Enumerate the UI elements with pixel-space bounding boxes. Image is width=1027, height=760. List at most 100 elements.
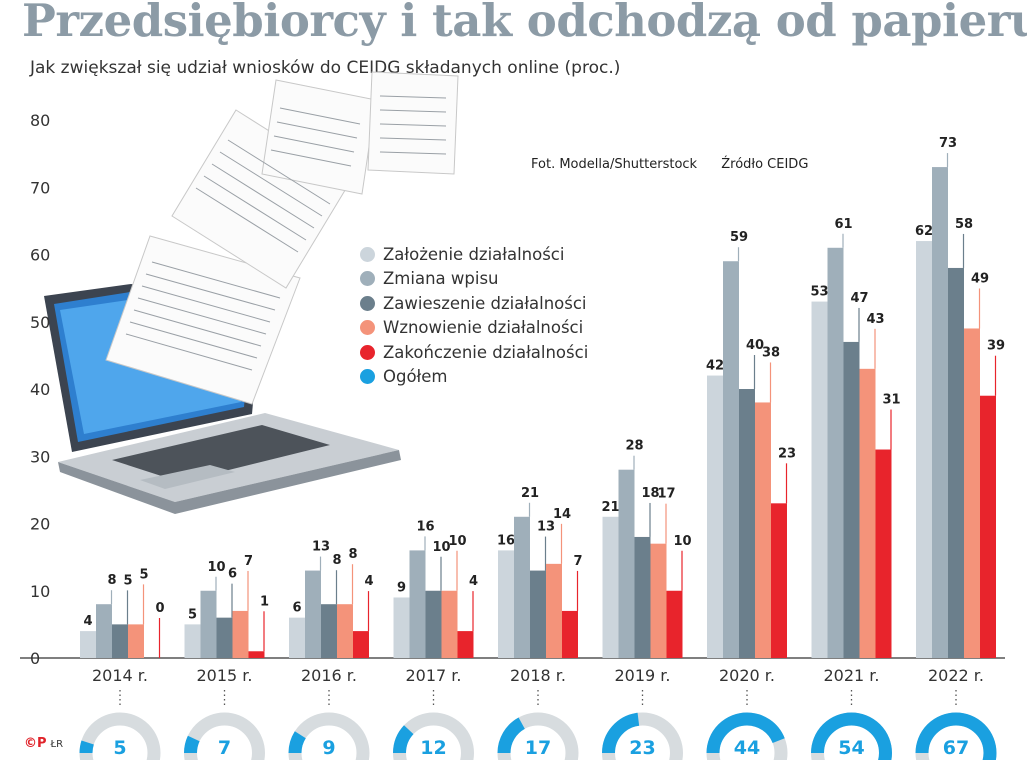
donut-arc	[706, 712, 788, 760]
legend-swatch	[360, 246, 375, 262]
bar	[650, 543, 667, 658]
y-tick-label: 50	[30, 313, 50, 332]
bar	[875, 449, 892, 658]
publisher-logo: ©P ŁR	[24, 736, 63, 751]
bar-value-label: 8	[348, 547, 357, 562]
donut-value-label: 67	[943, 737, 969, 759]
bar-value-label: 62	[915, 224, 933, 239]
bar-value-label: 58	[955, 217, 973, 232]
bar	[666, 590, 683, 658]
x-tick-label: 2021 r.	[824, 666, 880, 685]
bar-value-label: 4	[469, 574, 478, 589]
y-tick-label: 20	[30, 515, 50, 534]
donut-arc	[393, 712, 474, 760]
legend-item-zakonczenie: Zakończenie działalności	[360, 340, 588, 365]
bar-value-label: 53	[810, 285, 828, 300]
bar-value-label: 40	[746, 338, 764, 353]
bar-value-label: 9	[397, 580, 406, 595]
legend-item-wznowienie: Wznowienie działalności	[360, 316, 588, 341]
y-tick-label: 70	[30, 178, 50, 197]
y-tick-label: 10	[30, 582, 50, 601]
bar-value-label: 5	[139, 567, 148, 582]
bar-value-label: 61	[834, 217, 852, 232]
legend-label: Zawieszenie działalności	[383, 293, 587, 313]
ogolem-donuts: 5 7 9 12 17 23 44 54 67	[79, 712, 997, 760]
bar	[948, 267, 964, 658]
donut-value-label: 23	[629, 737, 655, 759]
donut-value-label: 17	[525, 737, 551, 759]
bar-value-label: 4	[364, 574, 373, 589]
bar	[248, 651, 265, 658]
bar-value-label: 39	[987, 339, 1005, 354]
donut-value-label: 9	[322, 737, 335, 759]
bar-value-label: 10	[207, 560, 225, 575]
x-tick-label: 2018 r.	[510, 666, 566, 685]
bar	[723, 261, 739, 658]
bar-value-label: 8	[332, 553, 341, 568]
bar-value-label: 28	[625, 439, 643, 454]
donut-arc	[184, 712, 265, 760]
bar-value-label: 16	[416, 519, 434, 534]
bar	[498, 550, 514, 658]
bar	[739, 389, 755, 658]
donut-value-label: 5	[113, 737, 126, 759]
bar-value-label: 6	[228, 567, 237, 582]
bar-value-label: 5	[123, 573, 132, 588]
legend-label: Zmiana wpisu	[383, 269, 499, 289]
bar-value-label: 17	[657, 487, 675, 502]
bar	[618, 469, 635, 658]
x-tick-label: 2019 r.	[615, 666, 671, 685]
donut-arc	[79, 712, 161, 760]
bar	[707, 375, 723, 658]
legend-item-zalozenie: Założenie działalności	[360, 242, 588, 267]
logo-mark: ©P	[24, 736, 47, 751]
credits: Fot. Modella/Shutterstock Źródło CEIDG	[531, 157, 808, 172]
y-tick-label: 30	[30, 447, 50, 466]
bar-value-label: 10	[448, 534, 466, 549]
bar	[811, 301, 828, 658]
y-tick-label: 80	[30, 111, 50, 130]
legend-swatch	[360, 344, 375, 360]
chart-subtitle: Jak zwiększał się udział wniosków do CEI…	[30, 58, 621, 78]
legend-item-zawieszenie: Zawieszenie działalności	[360, 291, 588, 316]
bar	[602, 516, 619, 658]
bar-value-label: 49	[971, 271, 989, 286]
bar	[562, 610, 578, 658]
donut-value-label: 54	[838, 737, 864, 759]
donut-arc	[811, 712, 892, 760]
bar-value-label: 73	[939, 136, 957, 151]
bar-value-label: 7	[573, 554, 582, 569]
legend-label: Wznowienie działalności	[383, 318, 584, 338]
bar	[546, 563, 562, 658]
bar	[289, 617, 305, 658]
x-tick-label: 2022 r.	[928, 666, 984, 685]
bar	[964, 328, 980, 658]
bar	[305, 570, 321, 658]
legend-swatch	[360, 271, 375, 287]
photo-credit: Fot. Modella/Shutterstock	[531, 157, 698, 172]
bar	[128, 624, 144, 658]
x-tick-label: 2016 r.	[301, 666, 357, 685]
bar-value-label: 1	[260, 594, 269, 609]
bar-value-label: 14	[553, 507, 571, 522]
bar	[634, 536, 651, 658]
bar	[409, 550, 426, 658]
bar-value-label: 18	[641, 486, 659, 501]
bar	[184, 624, 201, 658]
bar	[843, 341, 860, 658]
bar	[112, 624, 128, 658]
donut-value-label: 44	[734, 737, 760, 759]
legend-swatch	[360, 295, 375, 311]
bar	[96, 604, 112, 658]
bar-value-label: 10	[673, 534, 691, 549]
legend-item-zmiana: Zmiana wpisu	[360, 267, 588, 292]
source-label: Źródło CEIDG	[721, 157, 809, 172]
bar-value-label: 47	[850, 291, 868, 306]
legend: Założenie działalności Zmiana wpisu Zawi…	[360, 242, 588, 389]
bar-value-label: 13	[312, 540, 330, 555]
bar-value-label: 4	[83, 614, 92, 629]
bar	[530, 570, 546, 658]
legend-label: Ogółem	[383, 367, 448, 387]
